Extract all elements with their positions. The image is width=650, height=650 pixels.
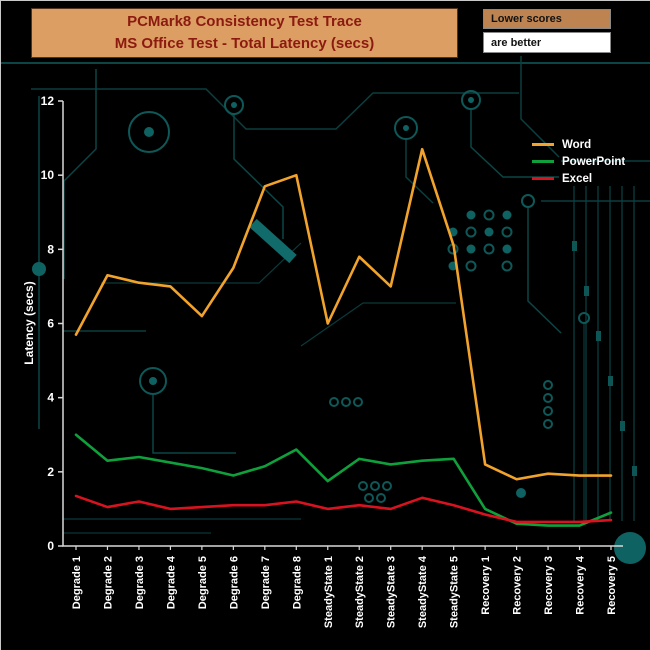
svg-text:Recovery 1: Recovery 1	[480, 556, 492, 615]
svg-text:10: 10	[41, 168, 55, 182]
svg-text:12: 12	[41, 94, 55, 108]
chart-legend: Word PowerPoint Excel	[532, 136, 625, 187]
svg-text:Degrade 8: Degrade 8	[291, 556, 303, 609]
svg-text:4: 4	[47, 391, 54, 405]
chart-subtitle: MS Office Test - Total Latency (secs)	[114, 35, 375, 52]
svg-text:Degrade 2: Degrade 2	[102, 556, 114, 609]
svg-text:6: 6	[47, 317, 54, 331]
legend-label-excel: Excel	[562, 172, 593, 185]
legend-label-powerpoint: PowerPoint	[562, 155, 626, 168]
svg-text:Degrade 4: Degrade 4	[165, 555, 177, 609]
legend-item-word: Word	[532, 136, 625, 153]
svg-text:8: 8	[47, 242, 54, 256]
are-better-badge: are better	[483, 32, 611, 53]
series-line-excel	[74, 494, 613, 524]
svg-text:SteadyState 3: SteadyState 3	[386, 556, 398, 628]
svg-text:SteadyState 2: SteadyState 2	[354, 556, 366, 628]
svg-text:Degrade 6: Degrade 6	[228, 556, 240, 609]
x-axis-ticks-and-labels: Degrade 1 Degrade 2 Degrade 3 Degrade 4 Degr…	[71, 546, 618, 628]
svg-text:Degrade 5: Degrade 5	[197, 556, 209, 609]
y-axis-ticks: 0 2 4 6 8 10 12	[41, 94, 63, 553]
svg-text:Recovery 3: Recovery 3	[543, 556, 555, 615]
powerpoint-line-swatch	[532, 160, 554, 163]
svg-text:SteadyState 5: SteadyState 5	[449, 556, 461, 628]
svg-text:0: 0	[47, 539, 54, 553]
legend-item-excel: Excel	[532, 170, 625, 187]
svg-text:SteadyState 4: SteadyState 4	[417, 555, 429, 628]
lower-scores-badge: Lower scores	[483, 9, 611, 29]
svg-text:Degrade 7: Degrade 7	[260, 556, 272, 609]
excel-line-swatch	[532, 177, 554, 180]
legend-item-powerpoint: PowerPoint	[532, 153, 625, 170]
chart-title: PCMark8 Consistency Test Trace	[127, 12, 362, 30]
legend-label-word: Word	[562, 138, 592, 151]
svg-text:Degrade 3: Degrade 3	[134, 556, 146, 609]
svg-text:2: 2	[47, 465, 54, 479]
word-line-swatch	[532, 143, 554, 146]
svg-text:Degrade 1: Degrade 1	[71, 556, 83, 609]
svg-text:Recovery 2: Recovery 2	[512, 556, 524, 615]
series-line-word	[74, 147, 613, 481]
series-line-powerpoint	[74, 433, 613, 527]
svg-text:SteadyState 1: SteadyState 1	[323, 556, 335, 628]
chart-title-box: PCMark8 Consistency Test Trace MS Office…	[31, 8, 458, 58]
y-axis-label: Latency (secs)	[22, 281, 36, 365]
svg-text:Recovery 5: Recovery 5	[606, 556, 618, 615]
svg-text:Recovery 4: Recovery 4	[575, 555, 587, 615]
